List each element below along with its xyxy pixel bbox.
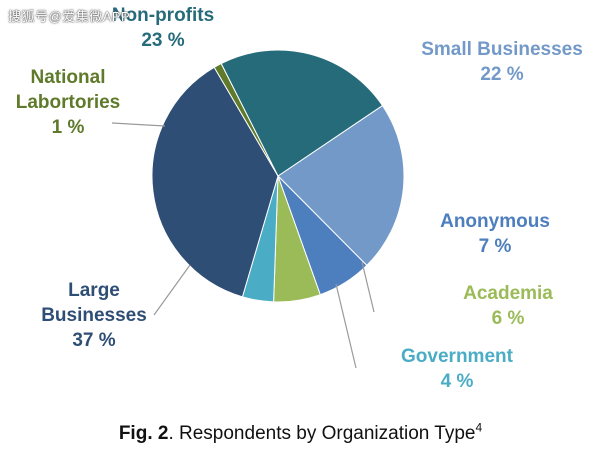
- slice-label-large-businesses: Large Businesses 37 %: [41, 280, 147, 351]
- slice-name-government: Government: [401, 346, 514, 367]
- slice-value-non-profits: 23 %: [141, 30, 184, 51]
- pie-slice-large-businesses: [151, 66, 279, 298]
- slice-label-government: Government 4 %: [401, 346, 514, 392]
- slice-name-large-businesses: Businesses: [41, 305, 147, 326]
- slice-value-small-businesses: 22 %: [480, 64, 523, 85]
- slice-label-non-profits: Non-profits 23 %: [112, 5, 214, 51]
- leader-line: [361, 261, 375, 313]
- leader-line: [153, 264, 191, 316]
- figure-caption: Fig. 2. Respondents by Organization Type…: [0, 420, 601, 445]
- slice-label-national-labortories: National Labortories 1 %: [16, 67, 121, 138]
- slice-name-national-labortories: Labortories: [16, 92, 121, 113]
- caption-text: . Respondents by Organization Type: [168, 423, 476, 444]
- slice-value-anonymous: 7 %: [479, 236, 512, 257]
- slice-label-anonymous: Anonymous 7 %: [440, 211, 550, 257]
- slice-value-government: 4 %: [441, 371, 474, 392]
- pie-slice-small-businesses: [277, 104, 405, 267]
- slice-name-academia: Academia: [463, 283, 553, 304]
- slice-name-large-businesses: Large: [68, 280, 120, 301]
- slice-label-small-businesses: Small Businesses 22 %: [421, 39, 583, 85]
- slice-name-anonymous: Anonymous: [440, 211, 550, 232]
- slice-label-academia: Academia 6 %: [463, 283, 553, 329]
- slice-name-non-profits: Non-profits: [112, 5, 214, 26]
- slice-value-national-labortories: 1 %: [52, 117, 85, 138]
- slice-name-national-labortories: National: [31, 67, 106, 88]
- figure-label: Fig. 2: [118, 423, 169, 444]
- pie-slice-non-profits: [220, 49, 384, 177]
- leader-line: [111, 122, 166, 127]
- watermark: 搜狐号@爱集微APP: [8, 9, 131, 24]
- slice-value-academia: 6 %: [492, 308, 525, 329]
- caption-superscript: 4: [475, 420, 483, 435]
- leader-line: [335, 283, 357, 369]
- slice-value-large-businesses: 37 %: [72, 330, 115, 351]
- slice-name-small-businesses: Small Businesses: [421, 39, 583, 60]
